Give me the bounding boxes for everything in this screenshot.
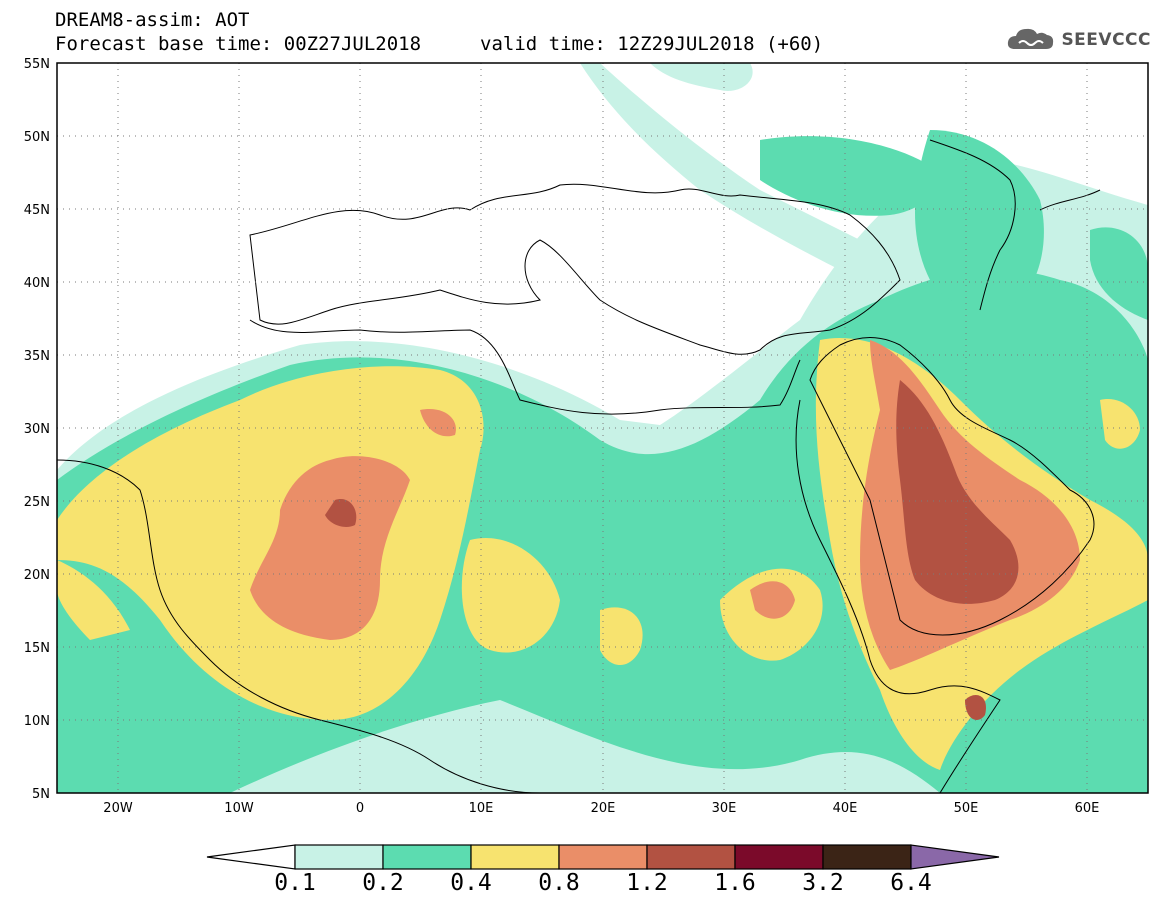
colorbar-label: 0.8 — [538, 870, 580, 896]
map-frame — [56, 62, 1149, 794]
colorbar-swatch — [558, 844, 648, 870]
colorbar-label: 0.4 — [450, 870, 492, 896]
longitude-labels: 20W 10W 0 10E 20E 30E 40E 50E 60E — [103, 801, 1099, 816]
cloud-icon — [1005, 24, 1057, 56]
lat-label: 10N — [24, 714, 50, 729]
lon-label: 0 — [356, 801, 364, 816]
colorbar-label: 0.1 — [274, 870, 316, 896]
lon-label: 20W — [103, 801, 133, 816]
lat-label: 50N — [24, 130, 50, 145]
lon-label: 60E — [1075, 801, 1100, 816]
lat-label: 30N — [24, 422, 50, 437]
lon-label: 50E — [954, 801, 979, 816]
colorbar-swatch — [294, 844, 384, 870]
lat-label: 5N — [32, 787, 50, 802]
colorbar-label: 0.2 — [362, 870, 404, 896]
logo-text: SEEVCCC — [1061, 30, 1151, 50]
lon-label: 40E — [833, 801, 858, 816]
colorbar-low-arrow — [206, 844, 296, 870]
lat-label: 45N — [24, 203, 50, 218]
coastlines — [57, 139, 1101, 793]
colorbar-swatch — [382, 844, 472, 870]
colorbar-swatch — [734, 844, 824, 870]
lat-label: 55N — [24, 57, 50, 72]
colorbar-swatch — [646, 844, 736, 870]
lat-label: 40N — [24, 276, 50, 291]
colorbar-swatch — [822, 844, 912, 870]
lon-label: 10W — [224, 801, 254, 816]
colorbar-label: 1.6 — [714, 870, 756, 896]
map-title: DREAM8-assim: AOT — [55, 9, 250, 31]
valid-time: valid time: 12Z29JUL2018 (+60) — [480, 33, 824, 55]
colorbar-high-arrow — [910, 844, 1000, 870]
lat-label: 35N — [24, 349, 50, 364]
lon-label: 10E — [469, 801, 494, 816]
aot-fields — [57, 63, 1148, 793]
colorbar-label: 6.4 — [890, 870, 932, 896]
colorbar-label: 1.2 — [626, 870, 668, 896]
lon-label: 30E — [712, 801, 737, 816]
seevccc-logo: SEEVCCC — [1005, 24, 1151, 56]
colorbar-label: 3.2 — [802, 870, 844, 896]
lat-label: 20N — [24, 568, 50, 583]
forecast-base-time: Forecast base time: 00Z27JUL2018 — [55, 33, 422, 55]
colorbar-swatch — [470, 844, 560, 870]
lat-label: 15N — [24, 641, 50, 656]
latitude-labels: 55N 50N 45N 40N 35N 30N 25N 20N 15N 10N … — [24, 57, 50, 802]
lon-label: 20E — [591, 801, 616, 816]
lat-label: 25N — [24, 495, 50, 510]
colorbar — [206, 844, 1000, 870]
